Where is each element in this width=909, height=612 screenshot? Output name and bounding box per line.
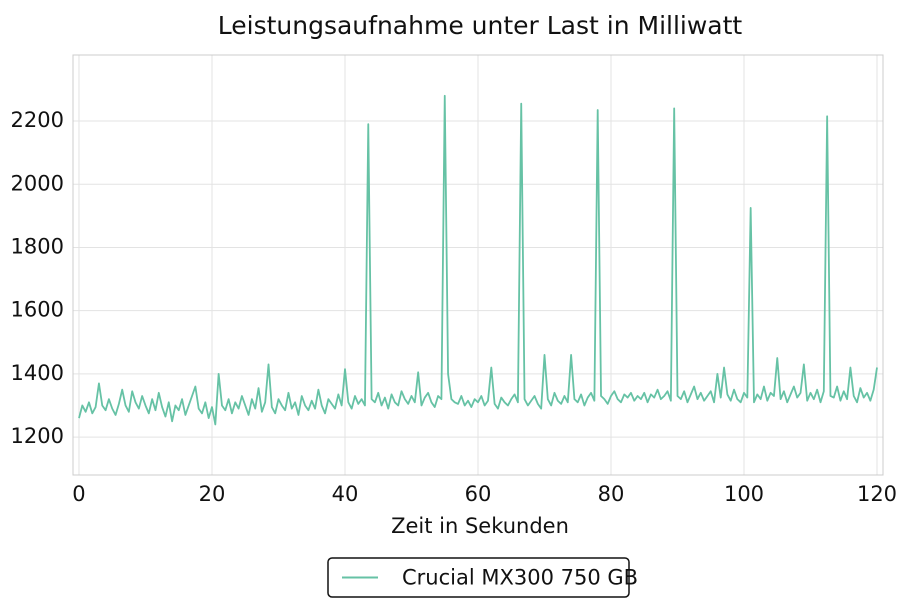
plot-frame (72, 54, 884, 476)
x-tick-label: 80 (598, 482, 625, 506)
legend-label: Crucial MX300 750 GB (402, 566, 638, 590)
data-line (78, 94, 878, 426)
y-tick-label: 2200 (11, 108, 64, 132)
y-tick-label: 2000 (11, 171, 64, 195)
x-tick-label: 100 (724, 482, 764, 506)
x-axis-label: Zeit in Sekunden (391, 514, 569, 538)
y-tick-label: 1800 (11, 234, 64, 258)
chart-title: Leistungsaufnahme unter Last in Milliwat… (218, 11, 743, 40)
y-tick-label: 1600 (11, 298, 64, 322)
x-tick-label: 40 (332, 482, 359, 506)
y-tick-label: 1200 (11, 424, 64, 448)
legend-box (327, 557, 630, 598)
y-tick-label: 1400 (11, 361, 64, 385)
x-tick-label: 60 (465, 482, 492, 506)
x-tick-label: 0 (72, 482, 85, 506)
x-tick-label: 20 (199, 482, 226, 506)
x-tick-label: 120 (857, 482, 897, 506)
